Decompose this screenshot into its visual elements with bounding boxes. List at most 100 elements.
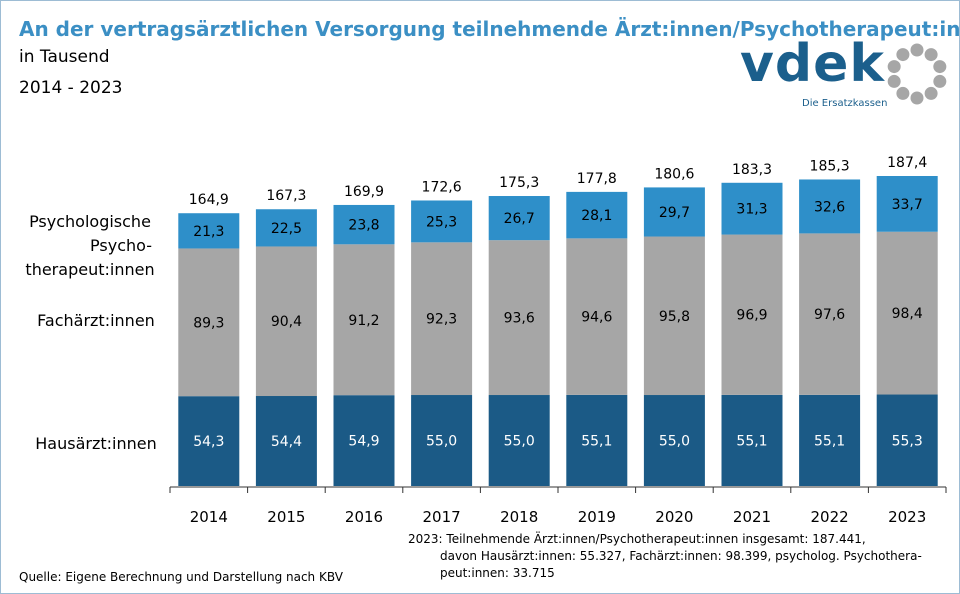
row-label-psychotherapists: Psychologische Psycho- therapeut:innen	[20, 210, 160, 282]
bar-value-label: 97,6	[814, 307, 845, 323]
logo-ring-dot	[910, 43, 924, 57]
bar-total-label: 172,6	[422, 179, 462, 195]
bar-value-label: 55,1	[736, 433, 767, 449]
bar-segment-0	[178, 396, 240, 486]
bar-value-label: 28,1	[581, 208, 612, 224]
bar-segment-2	[255, 209, 317, 247]
bar-segment-1	[488, 240, 550, 396]
bar-value-label: 55,0	[504, 434, 535, 450]
row-label-general-practitioners: Hausärzt:innen	[35, 434, 157, 453]
bar-segment-0	[411, 395, 473, 486]
logo-ring-dot	[933, 74, 947, 88]
bar-value-label: 91,2	[348, 313, 379, 329]
bar-value-label: 96,9	[736, 308, 767, 324]
bar-total-label: 175,3	[499, 175, 539, 191]
bar-value-label: 55,1	[581, 433, 612, 449]
bar-value-label: 22,5	[271, 221, 302, 237]
row-label-psych-line3: therapeut:innen	[25, 260, 155, 279]
bar-segment-2	[876, 176, 938, 232]
bar-segment-1	[799, 233, 861, 395]
x-tick-label: 2020	[655, 508, 693, 526]
bar-value-label: 93,6	[504, 311, 535, 327]
x-tick-label: 2021	[733, 508, 771, 526]
x-tick-label: 2022	[811, 508, 849, 526]
bar-value-label: 26,7	[504, 211, 535, 227]
logo-ring-dot	[887, 60, 901, 74]
footnote: 2023: Teilnehmende Ärzt:innen/Psychother…	[408, 531, 922, 582]
bar-value-label: 31,3	[736, 202, 767, 218]
bar-value-label: 89,3	[193, 315, 224, 331]
bar-value-label: 54,4	[271, 434, 302, 450]
logo-ring-dot	[896, 48, 910, 62]
logo-ring-dot	[887, 74, 901, 88]
bar-value-label: 23,8	[348, 218, 379, 234]
row-label-specialists: Fachärzt:innen	[37, 311, 155, 330]
bar-value-label: 54,9	[348, 434, 379, 450]
bar-value-label: 55,3	[892, 433, 923, 449]
bar-total-label: 187,4	[887, 155, 927, 171]
bar-segment-0	[643, 395, 705, 486]
bar-value-label: 54,3	[193, 434, 224, 450]
x-tick-label: 2017	[423, 508, 461, 526]
bar-segment-2	[488, 196, 550, 241]
x-tick-label: 2016	[345, 508, 383, 526]
logo-tagline: Die Ersatzkassen	[802, 98, 888, 109]
x-tick-label: 2015	[267, 508, 305, 526]
bar-segment-1	[566, 238, 628, 395]
bar-segment-2	[411, 200, 473, 243]
bar-total-label: 164,9	[189, 192, 229, 208]
bar-segment-1	[333, 244, 395, 396]
logo-ring-dot	[933, 60, 947, 74]
bar-segment-0	[876, 394, 938, 486]
bar-segment-1	[643, 236, 705, 396]
bar-segment-0	[566, 394, 628, 486]
bar-value-label: 95,8	[659, 309, 690, 325]
bar-segment-2	[799, 179, 861, 234]
bar-total-label: 183,3	[732, 162, 772, 178]
row-label-psych-line1: Psychologische	[29, 212, 151, 231]
bar-segment-2	[643, 187, 705, 237]
source-note: Quelle: Eigene Berechnung und Darstellun…	[19, 570, 343, 584]
logo-ring-dot	[910, 91, 924, 105]
bar-total-label: 167,3	[266, 188, 306, 204]
bar-segment-0	[333, 395, 395, 486]
bar-value-label: 90,4	[271, 314, 302, 330]
bar-segment-1	[411, 242, 473, 396]
bar-total-label: 185,3	[810, 158, 850, 174]
vdek-logo: vdek Die Ersatzkassen	[740, 34, 955, 115]
bar-total-label: 180,6	[654, 166, 694, 182]
bar-value-label: 94,6	[581, 310, 612, 326]
footnote-line2: davon Hausärzt:innen: 55.327, Fachärzt:i…	[440, 549, 922, 563]
x-tick-label: 2018	[500, 508, 538, 526]
bar-value-label: 25,3	[426, 214, 457, 230]
bar-value-label: 32,6	[814, 199, 845, 215]
bar-segment-1	[721, 234, 783, 395]
bar-segment-0	[799, 394, 861, 486]
bar-value-label: 55,0	[659, 434, 690, 450]
bar-segment-2	[333, 204, 395, 245]
bar-segment-2	[566, 191, 628, 239]
x-tick-label: 2023	[888, 508, 926, 526]
bar-value-label: 55,1	[814, 433, 845, 449]
bar-segment-0	[488, 395, 550, 486]
footnote-line3: peut:innen: 33.715	[440, 566, 555, 580]
x-tick-label: 2014	[190, 508, 228, 526]
bar-segment-1	[876, 231, 938, 395]
row-label-psych-line2: Psycho-	[90, 236, 152, 255]
bar-segment-2	[721, 182, 783, 235]
logo-wordmark: vdek	[740, 34, 885, 94]
bar-segment-2	[178, 213, 240, 249]
logo-ring-dot	[924, 48, 938, 62]
bar-segment-0	[255, 396, 317, 486]
bar-value-label: 92,3	[426, 312, 457, 328]
bar-segment-1	[255, 246, 317, 397]
x-tick-label: 2019	[578, 508, 616, 526]
bar-total-label: 177,8	[577, 171, 617, 187]
footnote-line1: 2023: Teilnehmende Ärzt:innen/Psychother…	[408, 532, 866, 546]
chart-period: 2014 - 2023	[19, 78, 123, 98]
bar-value-label: 29,7	[659, 205, 690, 221]
bar-value-label: 21,3	[193, 224, 224, 240]
logo-ring-dot	[896, 86, 910, 100]
bar-segment-0	[721, 394, 783, 486]
